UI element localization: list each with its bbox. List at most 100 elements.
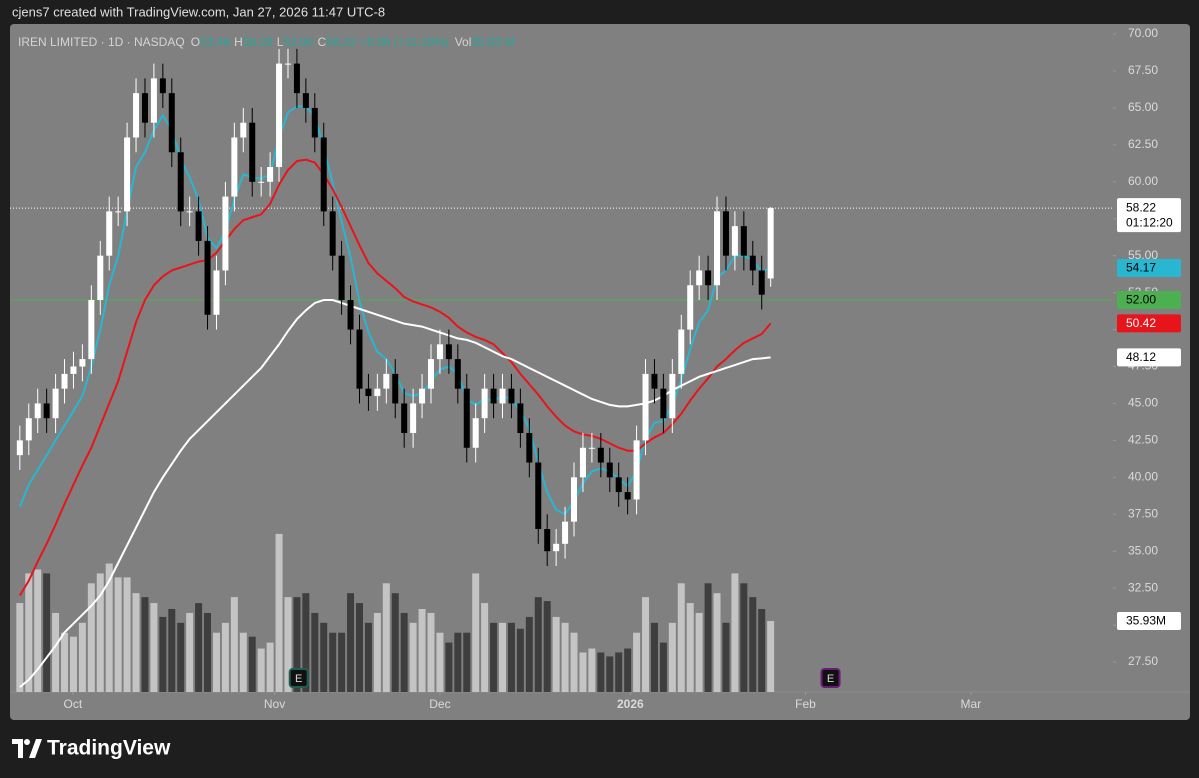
volume-bar: [141, 597, 149, 692]
y-tick-label: 62.50: [1128, 137, 1158, 151]
candle-body: [419, 388, 426, 404]
y-tick-label: 32.50: [1128, 580, 1158, 594]
candle-body: [356, 329, 363, 389]
volume-bar: [275, 533, 283, 692]
candle-body: [687, 285, 694, 330]
candle-body: [722, 211, 729, 256]
volume-bar: [204, 612, 212, 692]
candle-body: [624, 492, 631, 500]
ma-label-box: [1117, 258, 1181, 277]
y-tick-label: 70.00: [1128, 26, 1158, 40]
legend-value: 58.29: [243, 35, 273, 49]
candle-body: [544, 529, 551, 552]
candle-body: [731, 226, 738, 256]
volume-bar: [731, 573, 739, 692]
candle-body: [213, 270, 220, 315]
volume-bar: [481, 603, 489, 692]
volume-bar: [427, 612, 435, 692]
volume-bar: [61, 632, 69, 692]
candle-body: [499, 388, 506, 404]
volume-bar: [463, 632, 471, 692]
candle-body: [588, 447, 595, 449]
volume-bar: [338, 632, 346, 692]
volume-bar: [722, 622, 730, 692]
volume-bar: [490, 622, 498, 692]
candle-body: [660, 388, 667, 419]
last-price-box: [1117, 198, 1181, 233]
candle-body: [320, 137, 327, 212]
volume-bar: [293, 597, 301, 692]
candle-body: [106, 211, 113, 256]
legend-vol-value: 35.93 M: [471, 35, 514, 49]
volume-bar: [266, 642, 274, 692]
logo-mark: [12, 739, 23, 758]
candle-body: [97, 255, 104, 301]
volume-bar: [177, 622, 185, 692]
legend-symbol: IREN LIMITED · 1D · NASDAQ: [18, 35, 185, 49]
y-tick-label: 55.00: [1128, 248, 1158, 262]
candle-body: [52, 388, 59, 419]
x-tick-label: Oct: [64, 697, 83, 711]
chart-area: [10, 24, 1190, 720]
x-tick-label: Mar: [961, 697, 982, 711]
ma-label: 48.12: [1126, 350, 1156, 364]
volume-bar: [534, 597, 542, 692]
volume-bar: [355, 603, 363, 692]
candle-body: [526, 432, 533, 463]
candle-body: [258, 181, 265, 183]
candle-body: [34, 403, 41, 419]
volume-bar: [499, 622, 507, 692]
volume-bar: [186, 612, 194, 692]
candle-body: [374, 388, 381, 397]
volume-bar: [329, 632, 337, 692]
candle-body: [177, 152, 184, 212]
candle-body: [43, 403, 50, 419]
candle-body: [392, 373, 399, 404]
volume-bar: [579, 652, 587, 692]
candle-body: [293, 63, 300, 94]
volume-label-box: [1117, 611, 1181, 630]
candle-body: [517, 403, 524, 433]
volume-bar: [221, 622, 229, 692]
candle-body: [696, 270, 703, 286]
legend-change: +5.86 (+11.19%): [360, 35, 449, 49]
legend-key: C: [317, 35, 326, 49]
volume-bar: [436, 632, 444, 692]
candle-body: [410, 403, 417, 433]
volume-bar: [150, 603, 158, 692]
candle-body: [365, 388, 372, 397]
volume-bar: [16, 603, 24, 692]
y-tick-label: 65.00: [1128, 100, 1158, 114]
legend-value: 53.46: [200, 35, 230, 49]
candle-body: [535, 462, 542, 530]
volume-bar: [445, 642, 453, 692]
candle-body: [195, 211, 202, 241]
volume-bar: [195, 603, 203, 692]
volume-bar: [650, 622, 658, 692]
volume-bar: [516, 628, 524, 692]
volume-bar: [409, 622, 417, 692]
hline-label: 52.00: [1126, 293, 1156, 307]
candle-body: [553, 543, 560, 552]
candle-body: [141, 93, 148, 123]
candle-body: [204, 240, 211, 315]
candle-body: [705, 270, 712, 286]
volume-bar: [302, 593, 310, 692]
volume-bar: [606, 656, 614, 692]
candle-body: [749, 255, 756, 271]
volume-bar: [320, 622, 328, 692]
volume-bar: [767, 620, 775, 692]
volume-bar: [686, 603, 694, 692]
legend-vol-key: Vol: [455, 35, 472, 49]
volume-bar: [159, 616, 167, 692]
candle-body: [133, 93, 140, 138]
candle-body: [159, 78, 166, 94]
volume-bar: [400, 612, 408, 692]
candle-body: [651, 373, 658, 389]
candle-body: [508, 388, 515, 404]
volume-bar: [588, 648, 596, 692]
volume-bar: [284, 597, 292, 692]
volume-bar: [704, 583, 712, 692]
candle-body: [445, 344, 452, 360]
